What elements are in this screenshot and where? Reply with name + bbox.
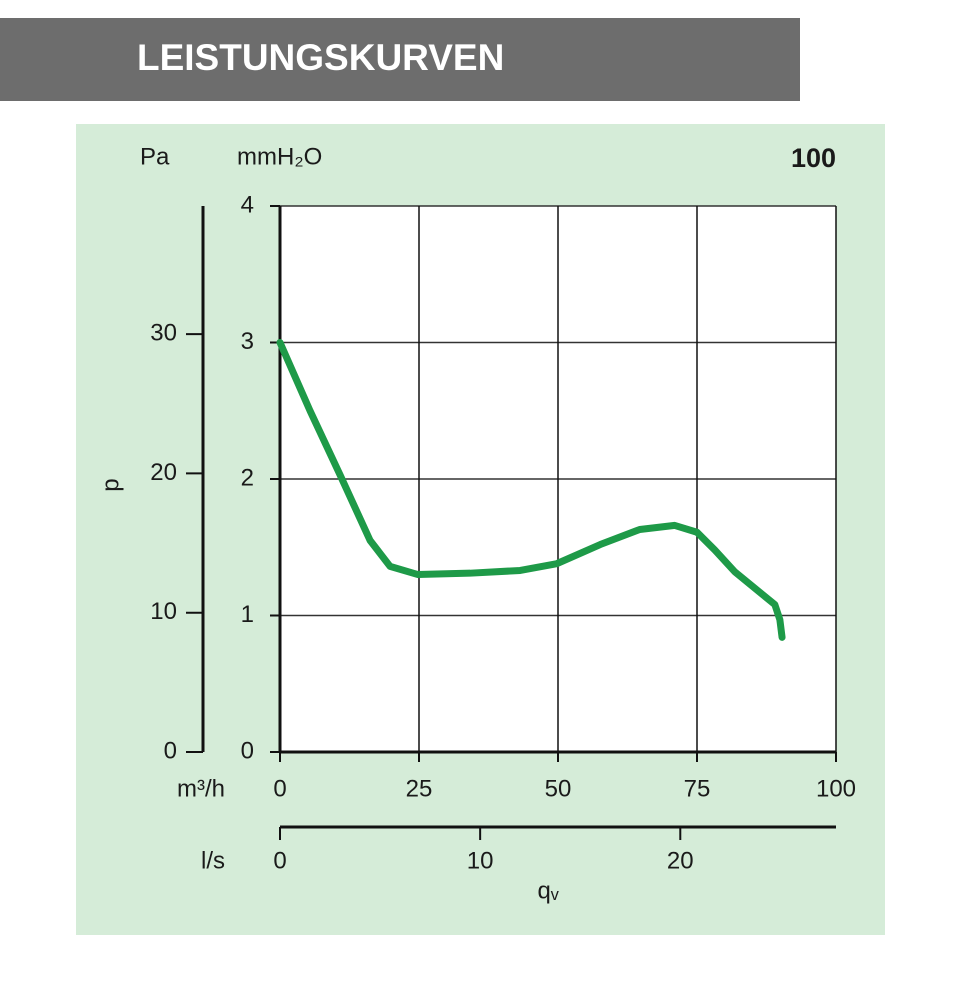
y2-tick-label: 20 [150, 459, 177, 486]
chart-title: 100 [791, 143, 836, 173]
x2-tick-label: 0 [273, 847, 286, 874]
y-tick-label: 2 [241, 464, 254, 491]
y2-tick-label: 0 [164, 737, 177, 764]
y2-unit: Pa [140, 143, 170, 170]
y-label: p [97, 478, 124, 491]
y-tick-label: 3 [241, 328, 254, 355]
y-unit: mmH₂O [237, 143, 322, 170]
x-tick-label: 50 [545, 775, 572, 802]
y-tick-label: 4 [241, 191, 254, 218]
y2-tick-label: 30 [150, 319, 177, 346]
x-tick-label: 0 [273, 775, 286, 802]
y-tick-label: 1 [241, 601, 254, 628]
header-title: LEISTUNGSKURVEN [137, 37, 504, 78]
x-tick-label: 75 [684, 775, 711, 802]
x2-tick-label: 10 [467, 847, 494, 874]
x-label: qᵥ [537, 877, 558, 904]
y-tick-label: 0 [241, 737, 254, 764]
x-tick-label: 25 [406, 775, 433, 802]
x-unit: m³/h [177, 775, 225, 802]
y2-tick-label: 10 [150, 598, 177, 625]
x2-unit: l/s [201, 847, 225, 874]
header-bar [0, 18, 800, 101]
x2-tick-label: 20 [667, 847, 694, 874]
performance-curve [276, 339, 786, 641]
x-tick-label: 100 [816, 775, 856, 802]
